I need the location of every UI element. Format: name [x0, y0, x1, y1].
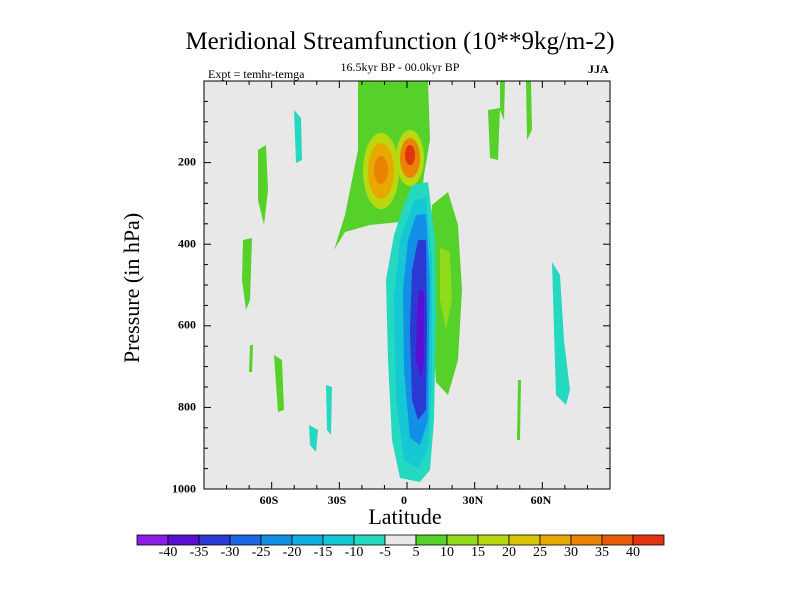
positive-band-north-core — [440, 248, 452, 330]
colorbar-swatch — [260, 534, 293, 546]
x-axis-label: Latitude — [368, 504, 442, 529]
green-streak-3 — [274, 355, 284, 412]
colorbar-label: 10 — [440, 545, 454, 560]
x-tick-label: 0 — [401, 493, 407, 507]
colorbar-label: -30 — [220, 545, 240, 560]
axis-ticks — [204, 81, 610, 490]
colorbar-label: 15 — [471, 545, 485, 560]
green-streak-5 — [526, 81, 532, 140]
chart-subtitle: 16.5kyr BP - 00.0kyr BP — [340, 60, 460, 74]
colorbar-swatch — [291, 534, 324, 546]
colorbar-label: 5 — [412, 545, 420, 560]
colorbar — [136, 534, 665, 546]
colorbar-label: 40 — [626, 545, 640, 560]
y-tick-label: 800 — [178, 399, 196, 414]
contour-fill-layer — [242, 81, 570, 482]
colorbar-label: -20 — [282, 545, 302, 560]
cyan-streak-2 — [326, 385, 332, 435]
green-streak-2 — [242, 238, 252, 310]
experiment-label: Expt = temhr-temga — [208, 67, 305, 81]
colorbar-label: -35 — [189, 545, 209, 560]
colorbar-label: 35 — [595, 545, 609, 560]
colorbar-label: -5 — [379, 545, 391, 560]
y-axis-label: Pressure (in hPa) — [119, 212, 144, 364]
colorbar-label: 20 — [502, 545, 516, 560]
season-label: JJA — [588, 62, 609, 76]
colorbar-swatch — [229, 534, 262, 546]
green-streak-6 — [500, 81, 505, 120]
colorbar-swatch — [415, 534, 448, 546]
colorbar-swatch — [632, 534, 665, 546]
y-tick-label: 200 — [178, 154, 196, 169]
y-tick-label: 1000 — [172, 481, 196, 496]
green-streak-4 — [488, 108, 500, 160]
colorbar-label: -15 — [313, 545, 333, 560]
colorbar-label: -25 — [251, 545, 271, 560]
cyan-streak-1 — [294, 110, 302, 163]
colorbar-label: 25 — [533, 545, 547, 560]
colorbar-swatch — [446, 534, 479, 546]
cyan-streak-3 — [309, 425, 318, 452]
green-streak-1 — [258, 145, 268, 225]
cyan-streak-4 — [552, 262, 570, 405]
colorbar-label: 30 — [564, 545, 578, 560]
negative-cell-core — [416, 290, 424, 380]
colorbar-swatch — [570, 534, 603, 546]
chart-title: Meridional Streamfunction (10**9kg/m-2) — [185, 28, 615, 55]
green-streak-8 — [517, 380, 521, 440]
colorbar-swatch — [508, 534, 541, 546]
colorbar-swatch — [384, 534, 417, 546]
colorbar-swatch — [198, 534, 231, 546]
x-tick-label: 30S — [327, 493, 347, 507]
upper-positive-cell-north-core — [405, 145, 415, 165]
colorbar-swatch — [322, 534, 355, 546]
y-tick-label: 400 — [178, 236, 196, 251]
colorbar-swatch — [136, 534, 169, 546]
y-tick-label: 600 — [178, 317, 196, 332]
colorbar-label: -10 — [344, 545, 364, 560]
colorbar-swatch — [539, 534, 572, 546]
green-streak-7 — [249, 345, 253, 372]
colorbar-swatch — [353, 534, 386, 546]
x-tick-label: 60N — [530, 493, 552, 507]
colorbar-swatch — [167, 534, 200, 546]
colorbar-label: -40 — [158, 545, 178, 560]
colorbar-swatch — [601, 534, 634, 546]
x-tick-label: 30N — [462, 493, 484, 507]
upper-positive-cell-south-core — [374, 156, 388, 184]
x-tick-label: 60S — [259, 493, 279, 507]
colorbar-swatch — [477, 534, 510, 546]
